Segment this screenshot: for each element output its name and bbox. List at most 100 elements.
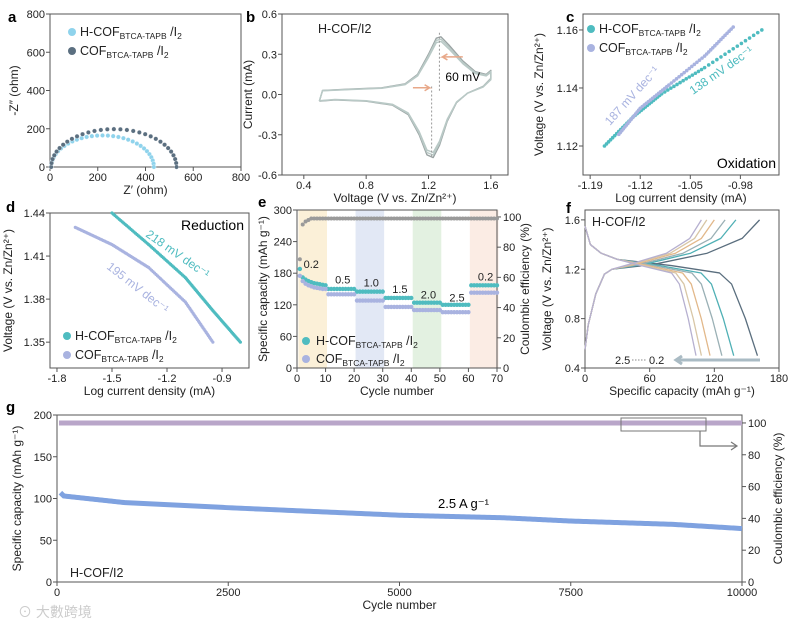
y-tick-label: 0.0 [262,90,277,102]
nyquist-point [80,131,85,137]
ce-point [409,216,414,221]
legend-tail: /I [148,348,158,362]
nyquist-point [158,139,163,145]
tafel-point [678,80,682,85]
discharge-curve [584,225,697,356]
ce-point [477,216,482,221]
nyquist-point [165,145,171,151]
x-tick-label: 120 [705,373,723,385]
cv-curve [318,40,492,154]
y-tick-label: 240 [274,237,292,249]
x-tick-label: 7500 [559,587,583,599]
nyquist-point [94,133,100,138]
y-tick-label: 120 [274,300,292,312]
ce-point [343,216,348,221]
nyquist-point [54,149,59,154]
ce-point [380,216,385,221]
rate-label: 2.0 [421,289,436,301]
ce-point [386,216,391,221]
legend-tail: /I [672,41,682,55]
ce-point [412,216,417,221]
plot-frame-f [584,209,780,369]
tafel-point [211,340,215,344]
x-tick-label: 1.6 [483,180,498,192]
legend-cof: COFBTCA-TAPB /I2 [75,348,164,364]
y-axis-label: Voltage (V vs. Zn/Zn²⁺) [540,227,554,350]
tafel-point [696,69,701,74]
y2-tick-label: 0 [748,577,754,589]
ce-point [472,216,477,221]
ce-point [455,216,459,221]
ce-point [460,216,465,221]
panel-label-a: a [8,9,17,26]
charge-curve [584,219,702,350]
nyquist-point [50,156,55,162]
legend-sub2: 2 [413,340,418,350]
legend-main: COF [80,44,107,58]
nyquist-point [89,133,95,139]
ce-point [415,216,419,221]
legend-cof: COFBTCA-TAPB /I2 [316,352,405,368]
tafel-point [710,60,715,65]
y-tick-label: 100 [34,494,52,506]
nyquist-point [86,130,91,135]
legend-tail: /I [686,22,696,36]
y-tick-label: 50 [40,535,52,547]
y-tick-label: 1.14 [557,83,578,95]
ce-point [483,216,488,221]
y2-tick-label: 100 [503,212,521,224]
ce-point [372,216,377,221]
x-tick-label: 5000 [387,587,411,599]
shift-arrow [439,53,463,61]
legend-sub2: 2 [683,47,688,57]
x-tick-label: 40 [405,373,417,385]
x-tick-label: -0.9 [213,373,232,385]
ce-point [312,216,317,221]
legend-sub2: 2 [172,335,177,345]
legend-tail: /I [389,352,399,366]
tafel-point [727,49,731,54]
ce-point [429,216,434,221]
x-tick-label: 30 [377,373,389,385]
tafel-point [679,72,684,77]
nyquist-point [64,139,70,145]
legend-marker [63,332,71,340]
y-axis-label: Specific capacity (mAh g⁻¹) [256,216,270,362]
cv-curve [318,36,492,159]
panel-label-f: f [566,200,572,217]
y2-tick-label: 40 [748,513,760,525]
nyquist-point [151,164,157,170]
legend-main: H-COF [316,334,356,348]
ce-point [395,216,399,221]
tafel-point [723,52,727,56]
panel-label-g: g [6,399,15,416]
ce-point [435,216,439,221]
x-tick-label: 2500 [216,587,240,599]
rate-label: 2.5 A g⁻¹ [438,496,490,511]
capacity-point-hcof [380,289,385,294]
legend-marker [587,44,595,52]
ce-point [309,216,314,221]
chart-marks [46,13,780,586]
x-tick-label: -0.98 [728,180,753,192]
tafel-point [674,77,679,81]
y2-tick-label: 100 [748,418,766,430]
nyquist-point [121,135,126,141]
x-tick-label: 0.8 [359,180,374,192]
nyquist-point [137,130,142,135]
ce-point [457,216,462,221]
rate-label: 1.0 [364,277,379,289]
nyquist-point [74,134,80,139]
zoom-box [620,417,707,432]
reduction-label: Reduction [181,217,244,233]
nyquist-point [168,149,174,154]
ce-point [355,216,359,221]
legend-tail: /I [153,44,163,58]
y-tick-label: 0.8 [565,314,580,326]
y-tick-label: 300 [274,205,292,217]
charge-curve [584,219,761,350]
plot-frame-c [582,13,780,176]
nyquist-point [130,139,136,144]
legend-marker [68,47,76,55]
